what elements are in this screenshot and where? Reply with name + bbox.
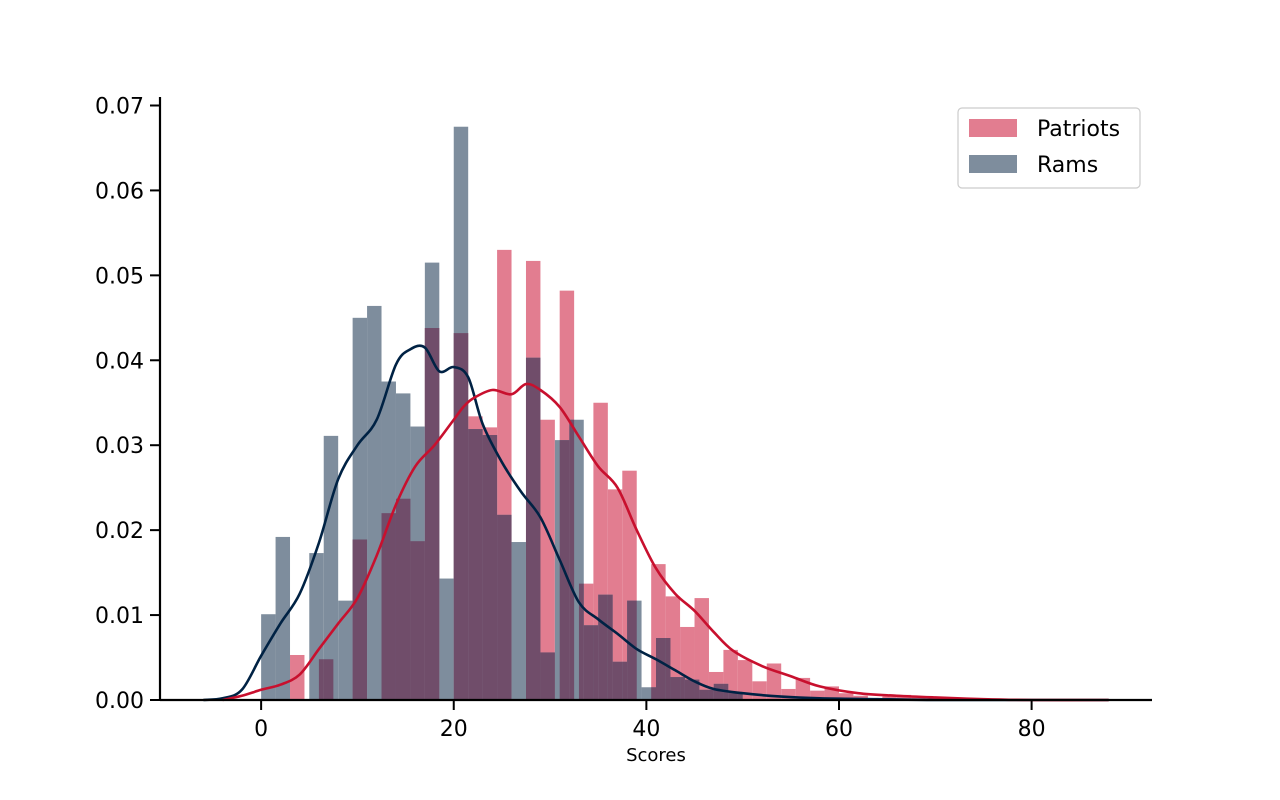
- legend: Patriots Rams: [957, 107, 1141, 189]
- overlap-bar-11: [525, 357, 541, 700]
- y-tick-label-2: 0.02: [95, 519, 144, 544]
- y-tick-label-6: 0.06: [95, 179, 144, 204]
- overlap-bar-2: [352, 539, 368, 700]
- x-tick-label-2: 40: [632, 717, 660, 742]
- overlap-bar-27: [680, 677, 685, 700]
- overlap-bar-23: [651, 687, 656, 700]
- overlap-bar-32: [713, 683, 724, 700]
- patriots-bar-31: [838, 693, 854, 700]
- patriots-bar-27: [781, 688, 796, 700]
- legend-label-patriots: Patriots: [1037, 117, 1120, 142]
- overlap-bar-29: [694, 679, 700, 700]
- overlap-bar-12: [540, 652, 555, 700]
- overlap-bar-8: [468, 429, 483, 700]
- overlap-bar-9: [482, 435, 498, 700]
- patriots-bar-34: [896, 694, 912, 700]
- patriots-bar-12: [540, 419, 555, 700]
- rams-bar-3: [323, 435, 339, 700]
- overlap-bar-31: [708, 689, 714, 700]
- overlap-bar-25: [665, 638, 671, 700]
- overlap-bar-18: [598, 594, 608, 700]
- y-tick-label-0: 0.00: [95, 689, 144, 714]
- overlap-bar-16: [583, 625, 594, 700]
- x-axis-label: Scores: [626, 745, 686, 766]
- legend-swatch-rams: [969, 155, 1017, 173]
- overlap-bar-34: [728, 692, 738, 700]
- patriots-kde-line: [222, 382, 1109, 702]
- rams-bar-4: [338, 600, 353, 700]
- overlap-bar-35: [737, 692, 743, 700]
- x-tick-label-4: 80: [1018, 717, 1046, 742]
- overlap-bar-21: [622, 661, 628, 700]
- y-tick-label-5: 0.05: [95, 264, 144, 289]
- rams-bar-11: [439, 578, 454, 700]
- overlap-bar-28: [684, 679, 695, 700]
- y-tick-label-7: 0.07: [95, 94, 144, 119]
- kde-lines: [203, 344, 1109, 702]
- overlap-bar-15: [578, 583, 584, 700]
- x-tick-label-3: 60: [825, 717, 853, 742]
- rams-kde-line: [203, 344, 1109, 702]
- overlap-bar-17: [593, 625, 599, 700]
- overlap-bar-3: [381, 513, 396, 700]
- overlap-bar-4: [395, 498, 411, 700]
- y-tick-label-4: 0.04: [95, 349, 144, 374]
- overlap-bar-22: [627, 600, 637, 700]
- overlap-bar-10: [497, 514, 512, 700]
- y-tick-label-3: 0.03: [95, 434, 144, 459]
- x-tick-label-0: 0: [254, 717, 268, 742]
- rams-bar-6: [367, 305, 382, 700]
- overlap-bar-5: [410, 541, 425, 700]
- patriots-bar-24: [737, 660, 753, 700]
- overlap-bar-6: [424, 328, 440, 700]
- overlap-bar-20: [612, 661, 623, 700]
- overlap-bar-26: [670, 677, 681, 700]
- axes: 0.00 0.01 0.02 0.03 0.04 0.05 0.06 0.07 0 20 40 60 8…: [95, 94, 1152, 766]
- x-tick-label-1: 20: [440, 717, 468, 742]
- overlap-bar-30: [699, 689, 709, 700]
- rams-bar-16: [511, 542, 526, 700]
- overlap-bar-14: [569, 419, 575, 700]
- overlap-bar-24: [656, 638, 666, 700]
- overlap-bar-7: [453, 333, 469, 700]
- overlap-bar-0: [318, 659, 324, 700]
- patriots-bar-29: [810, 690, 825, 700]
- legend-swatch-patriots: [969, 119, 1017, 137]
- legend-label-rams: Rams: [1037, 153, 1098, 178]
- overlap-bar-19: [607, 594, 613, 700]
- overlap-bar-1: [323, 659, 334, 700]
- y-tick-label-1: 0.01: [95, 604, 144, 629]
- patriots-bar-25: [752, 681, 767, 700]
